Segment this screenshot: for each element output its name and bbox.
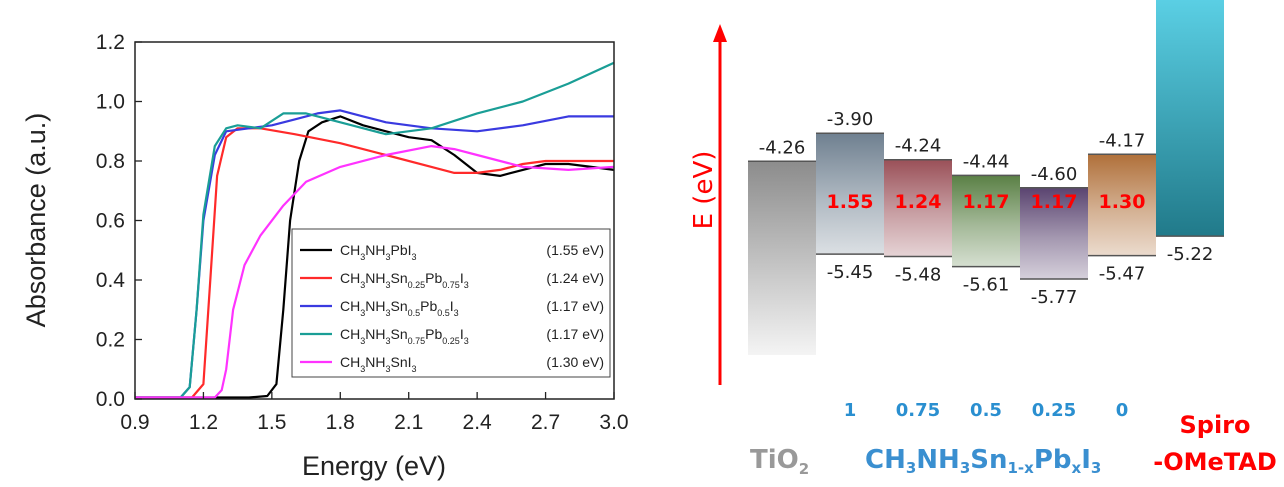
x-tick-label: 2.7 [531,411,560,434]
y-axis-ticks: 0.0 0.2 0.4 0.6 0.8 1.0 1.2 [96,31,142,411]
energy-axis: E (eV) [689,24,727,385]
composition-x-value: 1 [844,400,857,421]
legend-bandgap: (1.17 eV) [546,326,604,342]
bottom-energy-label: -5.47 [1099,264,1146,285]
top-energy-label: -4.24 [895,136,942,157]
legend-label: CH3NH3SnI3 [340,354,417,374]
legend-bandgap: (1.24 eV) [546,270,604,286]
composition-x-values: 1 0.75 0.5 0.25 0 [844,400,1129,421]
energy-bar-4 [952,175,1020,267]
perovskite-formula-label: CH3NH3Sn1-xPbxI3 [865,445,1101,477]
x-tick-label: 2.4 [463,411,493,434]
legend-bandgap: (1.55 eV) [546,242,604,258]
series-line-5 [135,145,614,399]
y-tick-label: 0.4 [96,269,126,292]
bandgap-value: 1.24 [895,191,942,213]
x-tick-label: 0.9 [120,411,149,434]
y-tick-label: 0.0 [96,388,125,411]
y-tick-label: 0.2 [96,329,125,352]
x-tick-label: 3.0 [599,411,628,434]
energy-bar-2 [816,133,884,255]
bottom-energy-label: -5.77 [1031,287,1078,308]
y-tick-label: 1.2 [96,31,125,54]
energy-bar-6 [1088,154,1156,256]
composition-x-value: 0.75 [896,400,940,421]
legend-label: CH3NH3Sn0.25Pb0.75I3 [340,270,469,290]
spiro-label-line2: -OMeTAD [1153,448,1277,476]
top-energy-label: -4.60 [1031,164,1078,185]
y-tick-label: 1.0 [96,91,125,114]
composition-x-value: 0.25 [1032,400,1076,421]
bottom-energy-label: -5.22 [1167,244,1214,265]
x-axis-label: Energy (eV) [302,451,446,481]
composition-x-value: 0 [1116,400,1129,421]
legend-entries: CH3NH3PbI3 (1.55 eV) CH3NH3Sn0.25Pb0.75I3 (… [300,242,604,374]
band-diagram: E (eV) -4.26 -3.90 -5.45 1.55 -4.24 -5.48 1.24… [689,0,1277,478]
legend: CH3NH3PbI3 (1.55 eV) CH3NH3Sn0.25Pb0.75I3 (… [291,228,611,378]
legend-label: CH3NH3PbI3 [340,242,417,262]
bottom-energy-label: -5.61 [963,275,1010,296]
top-energy-label: -4.44 [963,151,1010,172]
series-line-4 [135,61,614,399]
x-tick-label: 1.5 [257,411,286,434]
bandgap-value: 1.30 [1099,191,1146,213]
bandgap-value: 1.55 [827,191,874,213]
top-energy-label: -4.26 [759,137,806,158]
y-tick-label: 0.8 [96,150,125,173]
x-axis-ticks: 0.9 1.2 1.5 1.8 2.1 2.4 2.7 3.0 [120,392,629,434]
series-lines [135,61,614,399]
top-energy-label: -4.17 [1099,130,1146,151]
bottom-energy-label: -5.48 [895,264,942,285]
composition-x-value: 0.5 [970,400,1002,421]
bandgap-value: 1.17 [963,191,1010,213]
spiro-label-line1: Spiro [1179,411,1250,439]
energy-bars: -4.26 -3.90 -5.45 1.55 -4.24 -5.48 1.24 -4.44 -5… [748,0,1224,355]
energy-bar-3 [884,159,952,257]
x-tick-label: 1.8 [326,411,355,434]
y-tick-label: 0.6 [96,210,125,233]
energy-bar-1 [748,161,816,355]
top-energy-label: -3.90 [827,109,874,130]
tio2-label: TiO2 [750,445,809,478]
bottom-energy-label: -5.45 [827,262,874,283]
y-axis-label: Absorbance (a.u.) [21,113,51,328]
legend-label: CH3NH3Sn0.75Pb0.25I3 [340,326,469,346]
legend-bandgap: (1.30 eV) [546,354,604,370]
material-labels: TiO2 CH3NH3Sn1-xPbxI3 Spiro -OMeTAD [750,411,1277,478]
x-tick-label: 2.1 [394,411,423,434]
legend-label: CH3NH3Sn0.5Pb0.5I3 [340,298,459,318]
absorbance-chart: 0.9 1.2 1.5 1.8 2.1 2.4 2.7 3.0 0.0 0.2 0.4 0.6 0.8… [21,31,629,481]
energy-arrow-head [713,24,727,42]
energy-axis-label: E (eV) [689,151,719,230]
series-line-2 [135,127,614,399]
energy-bar-7 [1156,0,1224,237]
x-tick-label: 1.2 [189,411,218,434]
energy-bar-5 [1020,187,1088,280]
legend-bandgap: (1.17 eV) [546,298,604,314]
legend-box [291,228,611,378]
bandgap-value: 1.17 [1031,191,1078,213]
